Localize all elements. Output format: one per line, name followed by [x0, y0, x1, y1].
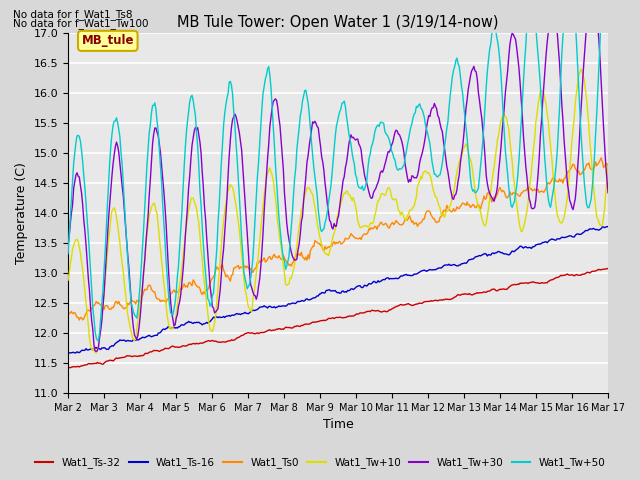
Text: No data for f_Wat1_Tw100: No data for f_Wat1_Tw100 — [13, 18, 148, 29]
Title: MB Tule Tower: Open Water 1 (3/19/14-now): MB Tule Tower: Open Water 1 (3/19/14-now… — [177, 15, 499, 30]
Legend: Wat1_Ts-32, Wat1_Ts-16, Wat1_Ts0, Wat1_Tw+10, Wat1_Tw+30, Wat1_Tw+50: Wat1_Ts-32, Wat1_Ts-16, Wat1_Ts0, Wat1_T… — [30, 453, 610, 472]
Text: MB_tule: MB_tule — [81, 35, 134, 48]
X-axis label: Time: Time — [323, 419, 353, 432]
Text: No data for f_Wat1_Ts8: No data for f_Wat1_Ts8 — [13, 9, 132, 20]
Y-axis label: Temperature (C): Temperature (C) — [15, 162, 28, 264]
